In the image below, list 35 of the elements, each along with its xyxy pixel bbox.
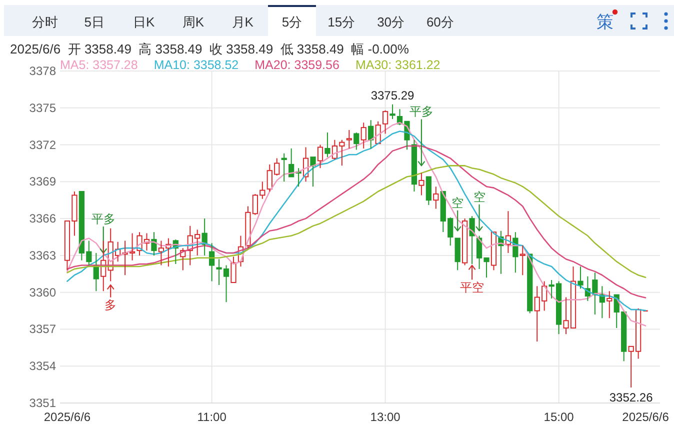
tab-label: 分时 [32, 14, 58, 30]
chart-subtitle: 2025/6/6 开 3358.49 高 3358.49 收 3358.49 低 3358.49 幅 -0.00% [10, 42, 410, 56]
tab-label: 周K [182, 14, 204, 30]
y-tick-label: 3372 [29, 138, 56, 152]
annotation: 多 [104, 298, 117, 312]
y-tick-label: 3378 [29, 64, 56, 78]
y-tick-label: 3360 [29, 285, 56, 300]
annotation: 空 [473, 190, 486, 204]
x-tick-label: 2025/6/6 [622, 410, 670, 424]
y-tick-label: 3375 [29, 100, 56, 115]
legend: MA5: 3357.28 MA10: 3358.52 MA20: 3359.56 MA30: 3361.22 [60, 58, 440, 72]
y-tick-label: 3366 [29, 212, 56, 226]
tab-label: 日K [132, 14, 155, 30]
y-tick-label: 3369 [29, 174, 56, 189]
tab-label: 15分 [328, 14, 356, 30]
x-tick-label: 2025/6/6 [44, 410, 91, 424]
x-tick-label: 15:00 [544, 410, 574, 424]
tab-label: 30分 [377, 14, 405, 30]
annotation: 平多 [91, 212, 116, 226]
x-tick-label: 13:00 [370, 410, 401, 424]
tab-label: 60分 [426, 14, 454, 30]
x-tick-label: 11:00 [197, 410, 227, 424]
annotation: 平空 [460, 280, 484, 294]
y-tick-label: 3357 [29, 322, 56, 336]
y-tick-label: 3351 [29, 396, 56, 410]
tab-selected: 5分 [268, 5, 316, 36]
y-tick-label: 3354 [29, 359, 56, 374]
annotation: 空 [452, 196, 464, 210]
annotation: 3352.26 [609, 390, 654, 404]
strategy-label: 策 [596, 12, 614, 32]
annotation: 平多 [409, 104, 434, 119]
tab-label: 月K [232, 14, 254, 30]
annotation: 3375.29 [370, 88, 415, 102]
y-tick-label: 3363 [29, 248, 56, 262]
tab-label: 5日 [84, 14, 105, 30]
